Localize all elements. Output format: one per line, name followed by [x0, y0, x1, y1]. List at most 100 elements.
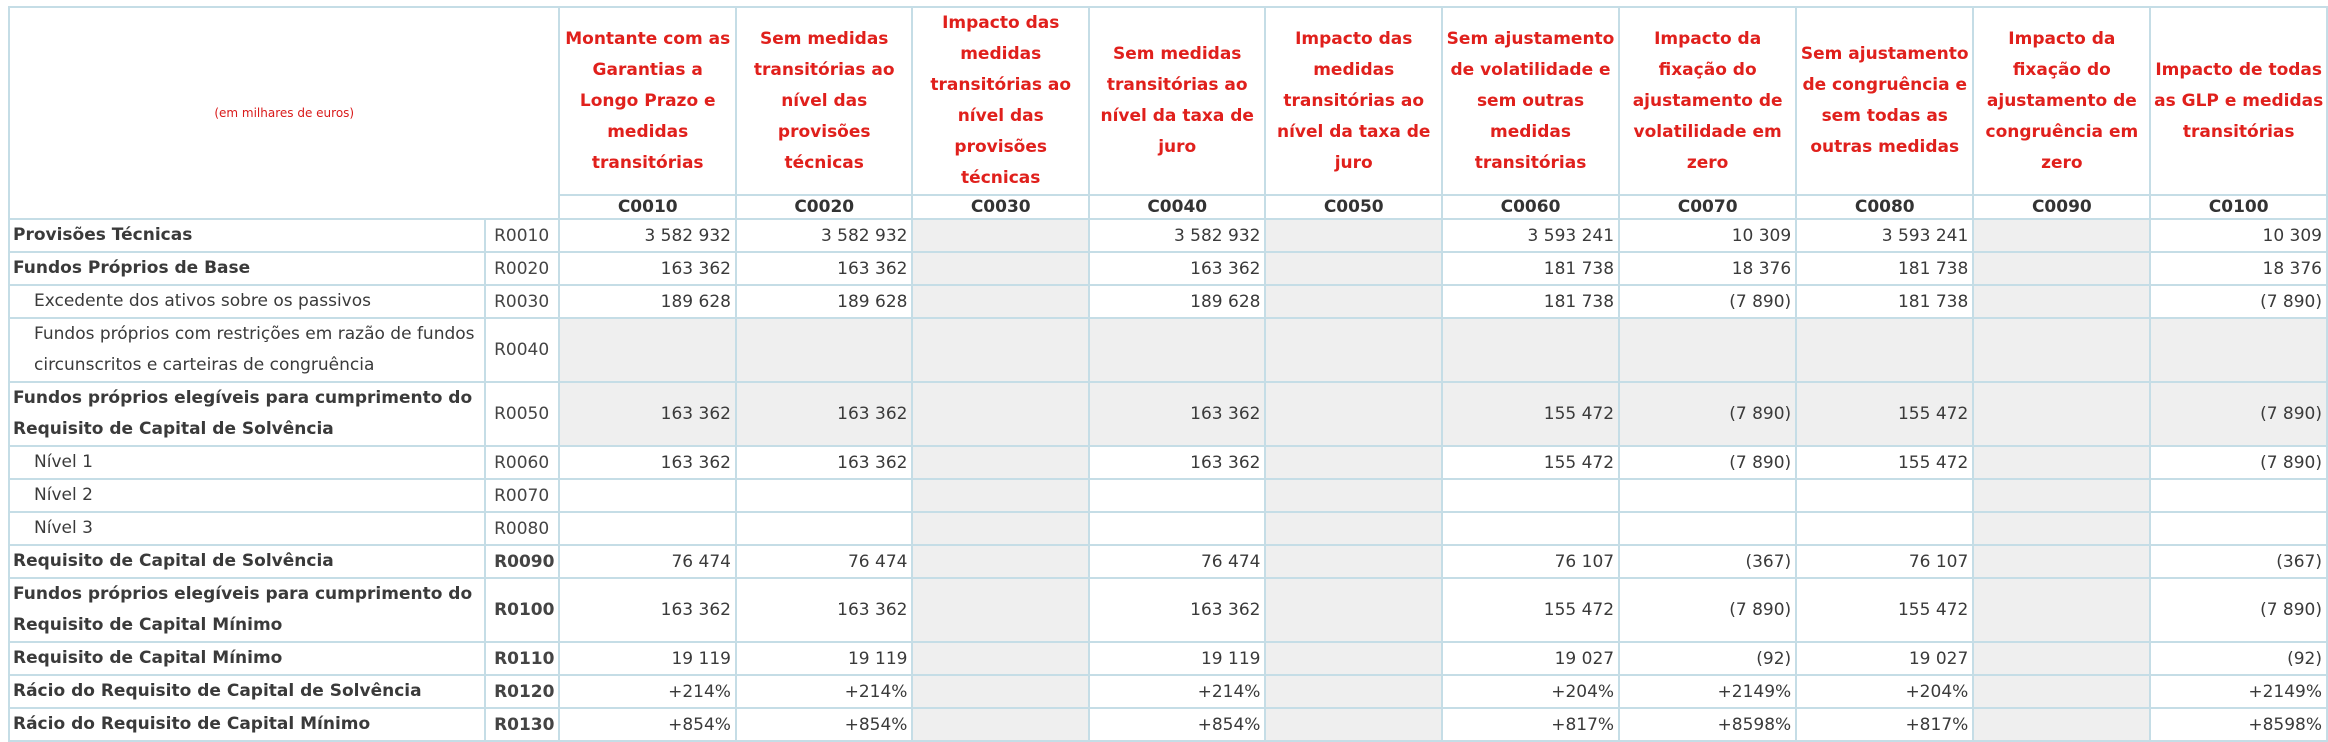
table-row: Nível 2 R0070: [7, 478, 2328, 513]
table-cell: [1972, 381, 2152, 447]
table-cell: [1264, 544, 1443, 579]
table-cell: [911, 317, 1090, 383]
table-cell: [911, 674, 1090, 709]
table-cell: [2149, 478, 2328, 513]
column-header: Sem ajustamento de congruência e sem tod…: [1795, 6, 1975, 196]
column-header: Impacto de todas as GLP e medidas transi…: [2149, 6, 2328, 196]
table-cell: +214%: [734, 674, 914, 709]
table-cell: [1795, 478, 1975, 513]
table-cell: [1264, 707, 1443, 742]
row-label: Fundos próprios elegíveis para cumprimen…: [7, 381, 487, 447]
table-cell: [1972, 674, 2152, 709]
table-cell: [1795, 511, 1975, 546]
table-cell: (7 890): [1618, 445, 1798, 480]
row-code: R0100: [484, 577, 561, 643]
row-code: R0010: [484, 218, 561, 253]
table-cell: 163 362: [1087, 445, 1267, 480]
row-code: R0130: [484, 707, 561, 742]
table-cell: [1618, 317, 1798, 383]
table-cell: [734, 478, 914, 513]
column-code: C0080: [1795, 194, 1975, 220]
table-cell: [1264, 511, 1443, 546]
row-code: R0070: [484, 478, 561, 513]
table-row: Fundos próprios elegíveis para cumprimen…: [7, 381, 2328, 447]
table-cell: +817%: [1440, 707, 1621, 742]
table-cell: [1972, 511, 2152, 546]
table-cell: [911, 251, 1090, 286]
table-cell: [2149, 317, 2328, 383]
table-cell: 18 376: [1618, 251, 1798, 286]
row-code: R0040: [484, 317, 561, 383]
table-cell: [1264, 641, 1443, 676]
table-cell: [1264, 577, 1443, 643]
table-cell: [1264, 381, 1443, 447]
table-cell: 155 472: [1795, 381, 1975, 447]
table-cell: [1264, 317, 1443, 383]
column-code: C0020: [734, 194, 914, 220]
column-code: C0100: [2149, 194, 2328, 220]
table-cell: +8598%: [1618, 707, 1798, 742]
table-row: Fundos Próprios de Base R0020 163 362 163 3…: [7, 251, 2328, 286]
table-cell: [1972, 251, 2152, 286]
table-cell: (92): [1618, 641, 1798, 676]
table-cell: 76 107: [1440, 544, 1621, 579]
table-cell: 163 362: [558, 445, 737, 480]
table-cell: 163 362: [558, 577, 737, 643]
column-header: Montante com as Garantias a Longo Prazo …: [558, 6, 737, 196]
table-row: Provisões Técnicas R0010 3 582 932 3 582 93…: [7, 218, 2328, 253]
table-cell: [911, 381, 1090, 447]
column-header: Impacto das medidas transitórias ao níve…: [911, 6, 1090, 196]
table-row: Nível 1 R0060 163 362 163 362 163 362 155 472…: [7, 445, 2328, 480]
table-cell: 163 362: [1087, 381, 1267, 447]
table-cell: [1264, 218, 1443, 253]
table-cell: [911, 218, 1090, 253]
table-cell: +854%: [1087, 707, 1267, 742]
column-header: Impacto das medidas transitórias ao níve…: [1264, 6, 1443, 196]
table-cell: [911, 445, 1090, 480]
row-label: Rácio do Requisito de Capital Mínimo: [7, 707, 487, 742]
table-cell: 155 472: [1440, 445, 1621, 480]
table-cell: 76 474: [558, 544, 737, 579]
table-cell: [558, 317, 737, 383]
table-cell: 163 362: [1087, 251, 1267, 286]
column-header: Sem ajustamento de volatilidade e sem ou…: [1440, 6, 1621, 196]
row-code: R0080: [484, 511, 561, 546]
table-cell: [734, 511, 914, 546]
table-cell: 163 362: [734, 251, 914, 286]
table-cell: 181 738: [1795, 251, 1975, 286]
table-cell: 76 107: [1795, 544, 1975, 579]
table-cell: 155 472: [1440, 577, 1621, 643]
table-cell: [1795, 317, 1975, 383]
table-row: Requisito de Capital de Solvência R0090 76…: [7, 544, 2328, 579]
table-row: Fundos próprios elegíveis para cumprimen…: [7, 577, 2328, 643]
table-cell: [1087, 478, 1267, 513]
table-cell: 3 582 932: [734, 218, 914, 253]
table-cell: 19 027: [1795, 641, 1975, 676]
table-cell: 18 376: [2149, 251, 2328, 286]
table-cell: 3 593 241: [1795, 218, 1975, 253]
table-cell: 10 309: [2149, 218, 2328, 253]
table-cell: 181 738: [1440, 251, 1621, 286]
table-cell: 189 628: [558, 284, 737, 319]
glp-impact-table: (em milhares de euros) Montante com as G…: [7, 6, 2328, 742]
table-cell: [911, 284, 1090, 319]
table-cell: [1972, 641, 2152, 676]
row-label: Fundos próprios elegíveis para cumprimen…: [7, 577, 487, 643]
table-cell: (7 890): [1618, 284, 1798, 319]
column-header: Sem medidas transitórias ao nível da tax…: [1087, 6, 1267, 196]
table-cell: 181 738: [1795, 284, 1975, 319]
table-cell: 155 472: [1795, 577, 1975, 643]
table-row: Rácio do Requisito de Capital Mínimo R013…: [7, 707, 2328, 742]
column-header: Impacto da fixação do ajustamento de vol…: [1618, 6, 1798, 196]
column-header: Impacto da fixação do ajustamento de con…: [1972, 6, 2152, 196]
row-code: R0060: [484, 445, 561, 480]
table-cell: +204%: [1440, 674, 1621, 709]
table-cell: 3 582 932: [1087, 218, 1267, 253]
table-cell: +2149%: [1618, 674, 1798, 709]
table-cell: 163 362: [1087, 577, 1267, 643]
table-cell: 76 474: [1087, 544, 1267, 579]
row-label: Rácio do Requisito de Capital de Solvênc…: [7, 674, 487, 709]
row-code: R0090: [484, 544, 561, 579]
table-cell: [1087, 511, 1267, 546]
table-cell: [1972, 577, 2152, 643]
